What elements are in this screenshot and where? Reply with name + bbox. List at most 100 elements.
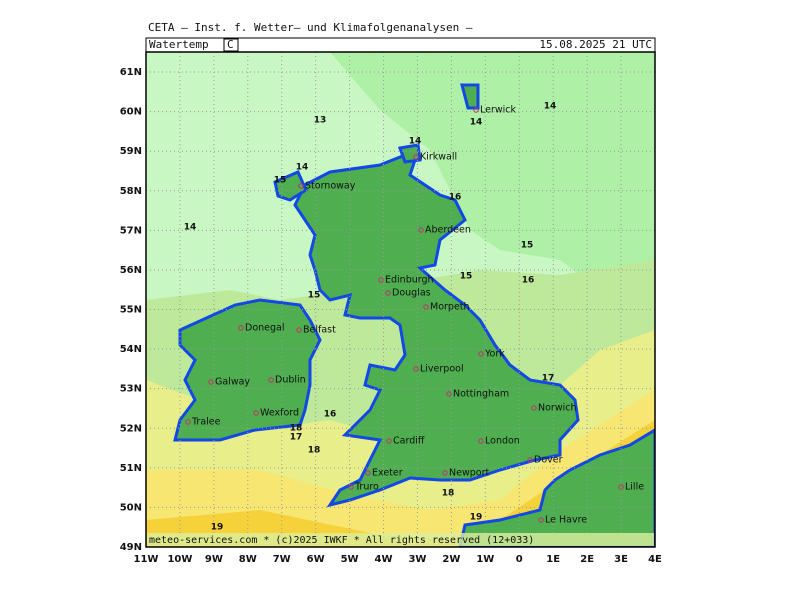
- great-britain: [293, 153, 580, 508]
- city-name: London: [485, 436, 520, 447]
- city-marker: [253, 410, 259, 416]
- city-name: Nottingham: [453, 389, 509, 400]
- city-marker: [296, 327, 302, 333]
- city-marker: [365, 470, 371, 476]
- city-marker: [473, 107, 479, 113]
- shetland: [460, 83, 480, 110]
- field-name: Watertemp: [149, 38, 209, 51]
- lat-label: 61N: [120, 67, 142, 78]
- lon-label: 9W: [205, 554, 223, 565]
- lat-label: 53N: [120, 384, 142, 395]
- city-name: York: [484, 349, 505, 360]
- isotherm-label: 18: [442, 489, 455, 499]
- city-marker: [423, 304, 429, 310]
- city-marker: [442, 470, 448, 476]
- city-marker: [531, 405, 537, 411]
- city-marker: [268, 377, 274, 383]
- city-marker: [538, 517, 544, 523]
- lat-label: 54N: [120, 344, 142, 355]
- lon-label: 2W: [442, 554, 460, 565]
- city-name: Lille: [625, 482, 644, 493]
- isotherm-label: 16: [449, 193, 462, 203]
- isotherm-label: 18: [290, 424, 303, 434]
- unit-box: [223, 38, 239, 52]
- map-frame: [145, 51, 656, 548]
- city-marker: [413, 154, 419, 160]
- isotherm-label: 15: [274, 176, 287, 186]
- city-marker: [446, 391, 452, 397]
- lon-label: 1E: [546, 554, 560, 565]
- axes: 11W 10W 9W 8W 7W 6W 5W 4W 3W 2W 1W 0 1E 2E 3E 4E 49N 50N 5…: [120, 67, 662, 565]
- lon-label: 1W: [476, 554, 494, 565]
- isotherm-label: 13: [314, 116, 327, 126]
- lat-label: 58N: [120, 186, 142, 197]
- isotherm-label: 14: [470, 118, 483, 128]
- city-marker: [208, 379, 214, 385]
- lon-label: 8W: [239, 554, 257, 565]
- isotherm-label: 16: [522, 276, 535, 286]
- city-name: Douglas: [392, 288, 431, 299]
- isotherm-label: 14: [409, 137, 422, 147]
- lon-label: 5W: [341, 554, 359, 565]
- city-marker: [413, 366, 419, 372]
- ireland: [173, 298, 322, 442]
- lon-label: 7W: [273, 554, 291, 565]
- lon-label: 3W: [408, 554, 426, 565]
- city-name: Dover: [534, 455, 563, 466]
- isotherm-label: 15: [460, 272, 473, 282]
- city-name: Stornoway: [305, 181, 356, 192]
- isotherm-label: 19: [211, 523, 224, 533]
- city-marker: [185, 419, 191, 425]
- city-marker: [378, 277, 384, 283]
- lon-label: 10W: [167, 554, 192, 565]
- city-name: Edinburgh: [385, 275, 434, 286]
- title: CETA – Inst. f. Wetter– und Klimafolgena…: [148, 21, 473, 34]
- city-name: Cardiff: [393, 436, 425, 447]
- city-marker: [298, 183, 304, 189]
- isotherm-label: 15: [521, 241, 534, 251]
- city-marker: [238, 325, 244, 331]
- city-name: Tralee: [191, 417, 221, 428]
- city-marker: [478, 351, 484, 357]
- footer-bar: [147, 533, 654, 546]
- lat-label: 59N: [120, 146, 142, 157]
- isotherm-label: 17: [290, 433, 303, 443]
- city-name: Liverpool: [420, 364, 464, 375]
- city-name: Morpeth: [430, 302, 470, 313]
- lat-label: 57N: [120, 225, 142, 236]
- map-area: Lerwick Kirkwall Stornoway Aberdeen Edinburg…: [146, 52, 655, 547]
- lat-label: 49N: [120, 542, 142, 553]
- labels: Lerwick Kirkwall Stornoway Aberdeen Edinburg…: [184, 102, 644, 533]
- isotherm-label: 15: [308, 291, 321, 301]
- lon-label: 4W: [375, 554, 393, 565]
- city-name: Dublin: [275, 375, 306, 386]
- valid-time: 15.08.2025 21 UTC: [539, 38, 652, 51]
- city-name: Truro: [354, 482, 379, 493]
- city-name: Wexford: [260, 408, 299, 419]
- city-marker: [618, 484, 624, 490]
- city-name: Le Havre: [545, 515, 587, 526]
- isotherm-label: 17: [542, 374, 555, 384]
- continent: [458, 428, 655, 547]
- city-name: Norwich: [538, 403, 576, 414]
- city-name: Kirkwall: [420, 152, 457, 163]
- city-marker: [348, 484, 354, 490]
- lat-label: 51N: [120, 463, 142, 474]
- lon-label: 2E: [580, 554, 594, 565]
- isotherm-label: 18: [308, 446, 321, 456]
- lon-label: 0: [516, 554, 523, 565]
- outer-hebrides: [273, 170, 308, 202]
- lon-label: 6W: [307, 554, 325, 565]
- city-marker: [386, 438, 392, 444]
- orkney: [397, 143, 422, 164]
- footer: meteo-services.com * (c)2025 IWKF * All …: [149, 535, 534, 546]
- isotherm-label: 14: [184, 223, 197, 233]
- lat-label: 50N: [120, 502, 142, 513]
- lon-label: 3E: [614, 554, 628, 565]
- isotherm-label: 16: [324, 410, 337, 420]
- lat-label: 52N: [120, 423, 142, 434]
- isotherm-label: 19: [470, 513, 483, 523]
- isotherm-label: 14: [544, 102, 557, 112]
